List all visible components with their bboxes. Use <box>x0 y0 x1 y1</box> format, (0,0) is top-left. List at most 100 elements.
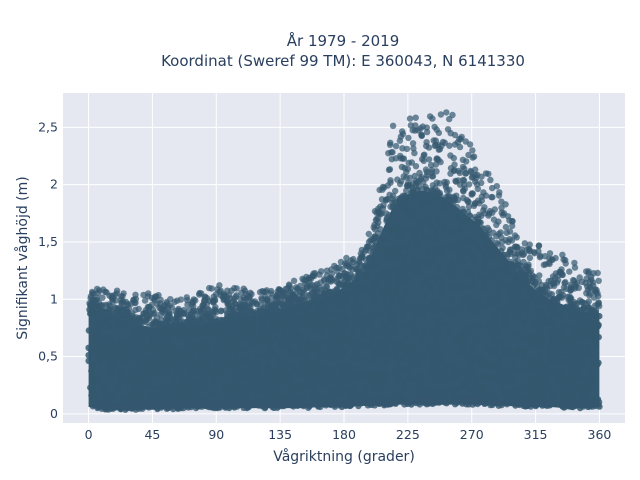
data-point <box>418 398 425 405</box>
data-point <box>400 347 407 354</box>
data-point <box>460 335 467 342</box>
data-point <box>148 335 155 343</box>
data-point <box>441 399 448 406</box>
data-point <box>469 147 476 154</box>
data-point <box>402 253 409 260</box>
data-point <box>491 310 498 317</box>
data-point <box>270 377 277 384</box>
data-point <box>520 334 527 341</box>
data-point <box>385 166 393 174</box>
data-point <box>157 311 164 318</box>
data-point <box>280 333 288 340</box>
data-point <box>415 357 422 364</box>
data-point <box>501 323 509 331</box>
data-point <box>469 283 476 290</box>
data-point <box>231 284 238 292</box>
data-point <box>450 398 458 405</box>
data-point <box>429 172 437 180</box>
data-point <box>340 311 347 318</box>
data-point <box>178 334 186 341</box>
data-point <box>189 308 196 315</box>
data-point <box>159 368 166 375</box>
data-point <box>117 375 125 382</box>
data-point <box>297 296 304 303</box>
data-point <box>396 364 403 371</box>
data-point <box>487 176 494 184</box>
data-point <box>430 236 437 244</box>
data-point <box>495 192 503 199</box>
data-point <box>132 295 140 303</box>
data-point <box>450 375 458 383</box>
data-point <box>159 392 167 399</box>
data-point <box>534 337 542 344</box>
data-point <box>525 365 532 373</box>
data-point <box>353 265 360 272</box>
data-point <box>487 327 494 334</box>
data-point <box>398 315 406 322</box>
data-point <box>422 166 430 173</box>
data-point <box>478 225 485 232</box>
data-point <box>425 276 432 283</box>
data-point <box>577 315 584 323</box>
data-point <box>555 358 563 365</box>
data-point <box>261 353 269 360</box>
data-point <box>261 375 269 383</box>
data-point <box>105 323 113 331</box>
data-point <box>187 316 194 323</box>
data-point <box>459 383 466 391</box>
data-point <box>323 283 331 290</box>
data-point <box>148 377 155 384</box>
data-point <box>412 331 419 338</box>
data-point <box>157 329 164 337</box>
data-point <box>269 403 276 411</box>
data-point <box>266 325 274 332</box>
y-tick-label: 2 <box>50 177 58 192</box>
data-point <box>385 252 392 260</box>
data-point <box>283 343 290 350</box>
data-point <box>527 360 534 368</box>
data-point <box>335 382 342 390</box>
data-point <box>263 364 271 371</box>
data-point <box>198 379 205 386</box>
data-point <box>444 329 452 336</box>
data-point <box>410 214 417 221</box>
data-point <box>207 403 215 411</box>
data-point <box>192 361 199 368</box>
data-point <box>408 159 415 166</box>
data-point <box>288 301 295 308</box>
data-point <box>468 254 475 261</box>
x-tick-label: 225 <box>396 427 420 442</box>
data-point <box>96 351 103 358</box>
data-point <box>472 334 479 341</box>
data-point <box>388 295 395 302</box>
data-point <box>316 294 323 302</box>
data-point <box>554 276 562 284</box>
data-point <box>489 362 496 369</box>
data-point <box>490 216 498 223</box>
data-point <box>339 345 346 352</box>
data-point <box>474 355 481 363</box>
data-point <box>362 272 369 280</box>
data-point <box>404 210 412 218</box>
data-point <box>113 342 121 349</box>
data-point <box>182 375 189 382</box>
data-point <box>592 309 600 316</box>
data-point <box>379 186 386 193</box>
data-point <box>262 403 269 411</box>
data-point <box>392 328 399 335</box>
data-point <box>402 367 409 374</box>
data-point <box>564 361 571 368</box>
data-point <box>535 298 543 305</box>
data-point <box>472 237 479 245</box>
data-point <box>471 258 479 265</box>
data-point <box>323 352 330 359</box>
data-point <box>437 111 445 118</box>
data-point <box>487 317 495 325</box>
data-point <box>428 166 436 174</box>
data-point <box>387 315 394 323</box>
data-point <box>289 319 296 327</box>
data-point <box>427 222 434 230</box>
data-point <box>325 290 332 297</box>
data-point <box>420 185 427 192</box>
data-point <box>288 379 295 387</box>
